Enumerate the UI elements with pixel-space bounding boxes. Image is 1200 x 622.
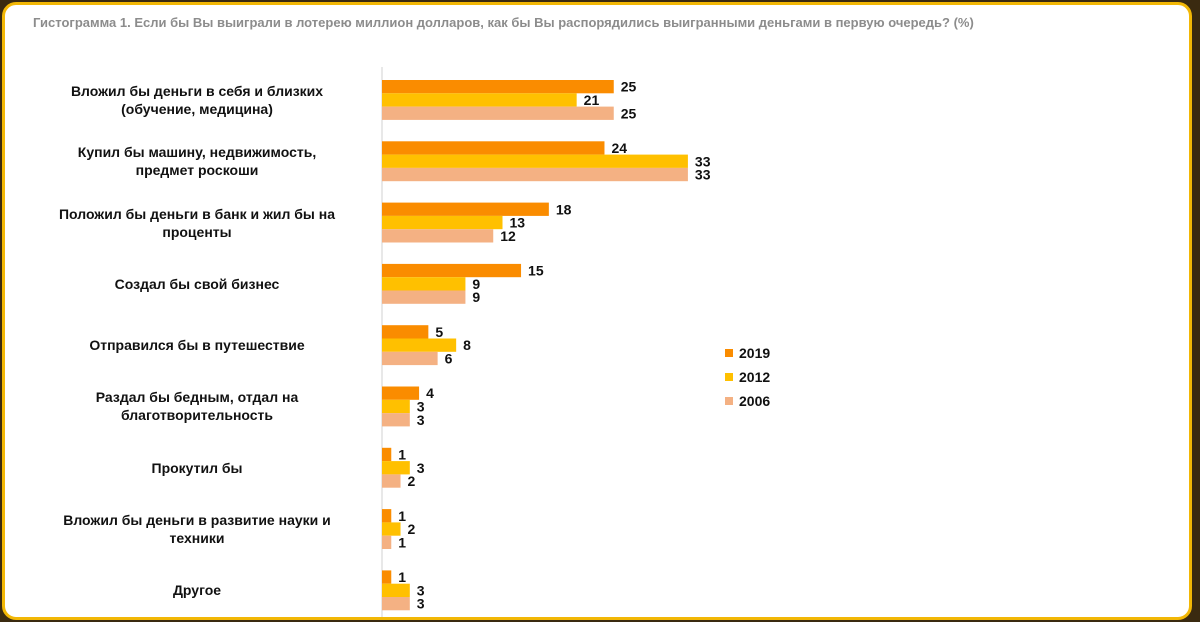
bar-2012 (382, 215, 503, 230)
bar-2006 (382, 351, 438, 366)
bar-2012 (382, 338, 457, 352)
bar-2006 (382, 474, 401, 488)
legend-label: 2012 (739, 369, 771, 385)
category-label: Создал бы свой бизнес (27, 264, 367, 304)
category-label: Отправился бы в путешествие (27, 325, 367, 365)
category-labels: Вложил бы деньги в себя и близких (обучен… (27, 5, 367, 617)
category-label: Прокутил бы (27, 448, 367, 488)
chart-title: Гистограмма 1. Если бы Вы выиграли в лот… (33, 15, 974, 30)
bar-2012 (382, 399, 410, 414)
bar-2019 (382, 509, 392, 523)
legend-item-2019: 2019 (725, 341, 770, 365)
data-label-2012: 21 (584, 92, 600, 108)
data-label-2012: 8 (463, 337, 471, 353)
data-label-2006: 3 (417, 596, 425, 612)
legend-item-2012: 2012 (725, 365, 770, 389)
bar-2012 (382, 93, 577, 107)
category-label: Раздал бы бедным, отдал на благотворитель… (27, 387, 367, 427)
category-label-text: Купил бы машину, недвижимость, предмет ро… (77, 144, 317, 179)
legend-label: 2019 (739, 345, 771, 361)
legend-label: 2006 (739, 393, 771, 409)
data-label-2006: 2 (408, 473, 416, 489)
bar-2019 (382, 263, 522, 278)
bar-2006 (382, 413, 410, 427)
data-label-2019: 4 (426, 385, 434, 401)
category-label: Вложил бы деньги в развитие науки и техни… (27, 509, 367, 549)
data-label-2019: 1 (398, 508, 406, 524)
bar-2006 (382, 597, 410, 611)
bar-2019 (382, 325, 429, 339)
data-label-2019: 25 (621, 79, 637, 95)
legend-swatch (725, 397, 733, 405)
bar-2019 (382, 80, 614, 94)
bar-2006 (382, 229, 494, 243)
bar-2012 (382, 583, 410, 597)
legend-swatch (725, 373, 733, 381)
data-label-2019: 15 (528, 263, 544, 279)
data-label-2012: 13 (510, 215, 526, 231)
category-label: Вложил бы деньги в себя и близких (обучен… (27, 80, 367, 120)
data-label-2006: 6 (445, 350, 453, 366)
data-label-2012: 3 (417, 582, 425, 598)
data-label-2006: 1 (398, 534, 406, 550)
legend-item-2006: 2006 (725, 389, 770, 413)
category-label-text: Раздал бы бедным, отдал на благотворитель… (95, 389, 299, 424)
data-label-2006: 25 (621, 105, 637, 121)
bar-2006 (382, 106, 614, 120)
category-label-text: Вложил бы деньги в развитие науки и техни… (63, 512, 331, 547)
data-label-2006: 12 (500, 228, 516, 244)
data-label-2006: 9 (472, 289, 480, 305)
bar-2019 (382, 447, 392, 462)
data-label-2019: 5 (435, 324, 443, 340)
category-label-text: Другое (172, 582, 222, 599)
data-label-2012: 2 (408, 521, 416, 537)
bar-2012 (382, 522, 401, 536)
bar-2019 (382, 202, 549, 216)
category-label: Купил бы машину, недвижимость, предмет ро… (27, 141, 367, 181)
bar-2012 (382, 461, 410, 475)
category-label-text: Отправился бы в путешествие (89, 337, 305, 354)
bar-2006 (382, 290, 466, 304)
category-label: Положил бы деньги в банк и жил бы на проц… (27, 203, 367, 243)
data-label-2019: 1 (398, 569, 406, 585)
bar-2012 (382, 154, 688, 168)
bar-2012 (382, 277, 466, 291)
bar-2019 (382, 570, 392, 584)
data-label-2012: 3 (417, 398, 425, 414)
category-label-text: Вложил бы деньги в себя и близких (обучен… (70, 82, 324, 117)
data-label-2012: 9 (472, 276, 480, 292)
data-label-2006: 33 (695, 167, 711, 183)
bar-2006 (382, 167, 688, 182)
category-label-text: Прокутил бы (151, 459, 243, 476)
category-label-text: Создал бы свой бизнес (114, 275, 280, 292)
bar-2006 (382, 535, 392, 549)
data-label-2006: 3 (417, 412, 425, 428)
data-label-2012: 3 (417, 460, 425, 476)
data-label-2019: 1 (398, 446, 406, 462)
data-label-2019: 24 (611, 140, 627, 156)
data-label-2012: 33 (695, 153, 711, 169)
category-label-text: Положил бы деньги в банк и жил бы на проц… (58, 205, 336, 240)
bar-2019 (382, 141, 605, 155)
category-label: Другое (27, 570, 367, 610)
bar-2019 (382, 386, 420, 400)
legend: 2019 2012 2006 (725, 341, 770, 413)
data-label-2019: 18 (556, 201, 572, 217)
legend-swatch (725, 349, 733, 357)
